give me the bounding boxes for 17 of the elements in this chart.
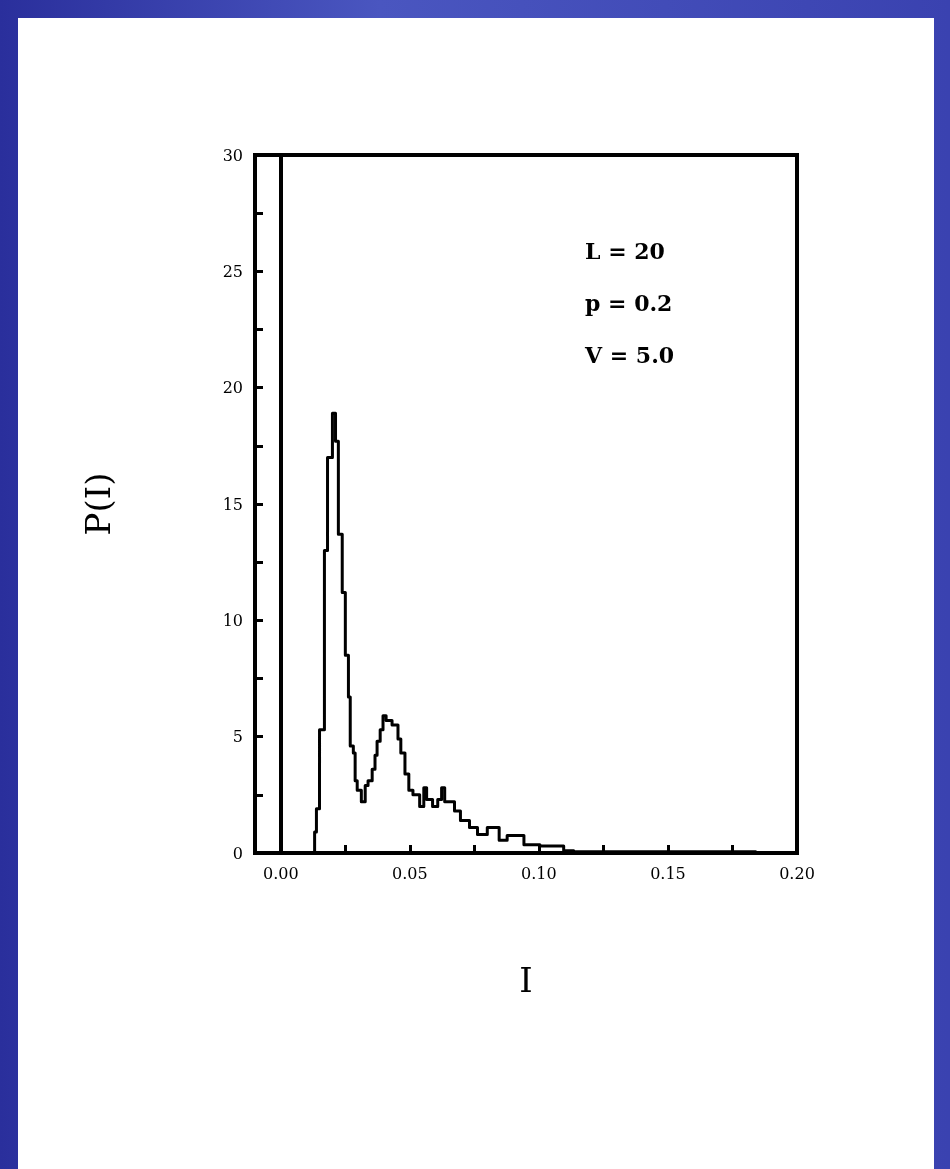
annotation: V = 5.0 xyxy=(584,342,675,368)
y-tick-label: 30 xyxy=(222,145,243,165)
x-tick-label: 0.20 xyxy=(779,863,815,883)
x-tick-label: 0.15 xyxy=(650,863,686,883)
y-tick-label: 5 xyxy=(232,727,243,747)
y-tick-label: 0 xyxy=(232,843,243,863)
annotation: L = 20 xyxy=(585,238,665,264)
y-tick-label: 25 xyxy=(222,261,243,281)
x-tick-label: 0.05 xyxy=(392,863,428,883)
y-tick-label: 20 xyxy=(222,378,243,398)
y-axis-title: P(I) xyxy=(78,472,118,536)
x-tick-label: 0.10 xyxy=(521,863,557,883)
annotation: p = 0.2 xyxy=(585,290,673,316)
x-axis-title: I xyxy=(519,960,533,1000)
x-tick-label: 0.00 xyxy=(263,863,299,883)
y-tick-label: 10 xyxy=(222,610,243,630)
y-tick-label: 15 xyxy=(222,494,243,514)
